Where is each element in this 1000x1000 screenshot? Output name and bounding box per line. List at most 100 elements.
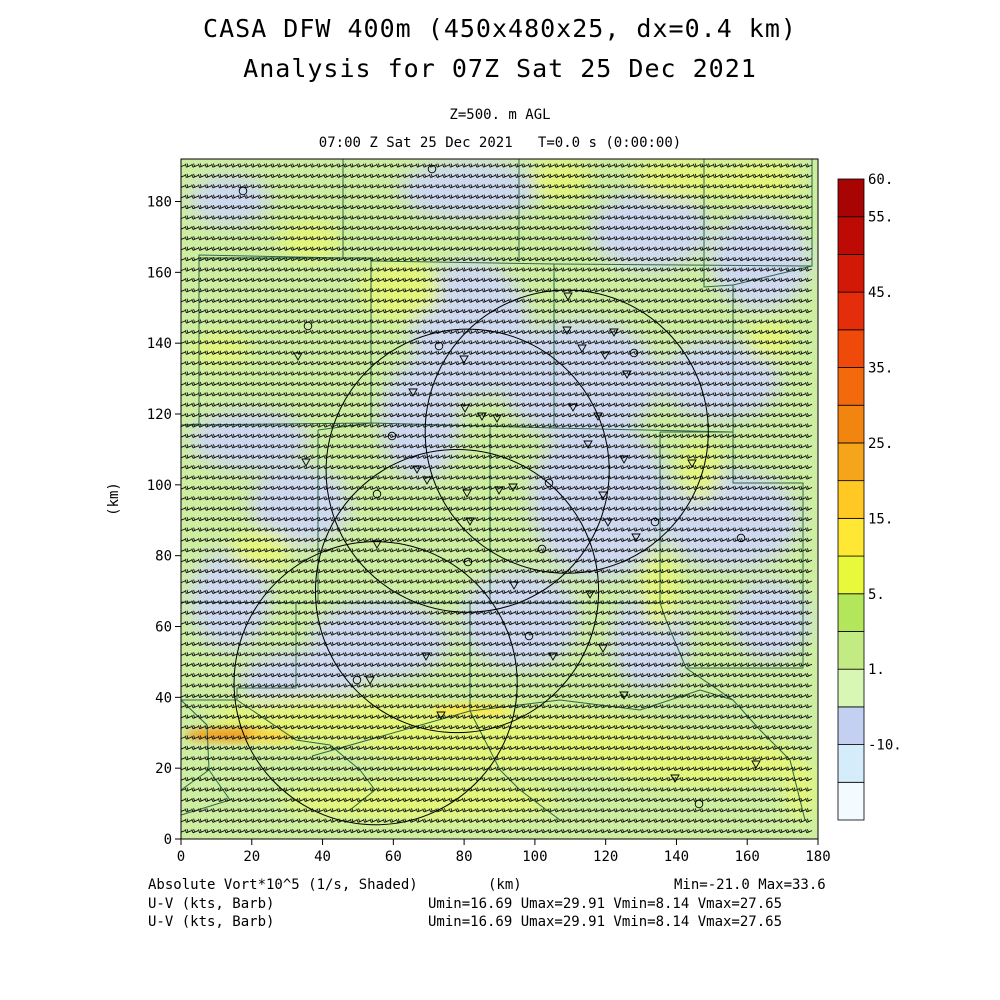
- station-triangle: [492, 414, 502, 423]
- colorbar-label: 1.: [868, 662, 885, 678]
- station-triangle: [462, 489, 472, 498]
- colorbar-segment: [837, 254, 865, 293]
- min-max-label: Min=-21.0 Max=33.6: [674, 877, 826, 893]
- station-circle: [694, 799, 704, 809]
- colorbar-segment: [837, 593, 865, 632]
- y-tick-label: 20: [155, 761, 172, 777]
- station-circle: [427, 164, 437, 174]
- x-tick-label: 80: [456, 849, 473, 865]
- wind-label-1: U-V (kts, Barb): [148, 896, 275, 912]
- station-triangle: [593, 412, 603, 421]
- radar-range-ring: [325, 328, 610, 613]
- station-circle: [238, 186, 248, 196]
- y-tick-label: 80: [155, 549, 172, 565]
- colorbar: 60. 55. 45. 35. 25. 15. 5. 1. -10.: [837, 172, 902, 821]
- wind-label-2: U-V (kts, Barb): [148, 914, 275, 930]
- station-circle: [537, 544, 547, 554]
- station-circle: [736, 533, 746, 543]
- colorbar-label: 60.: [868, 172, 893, 188]
- station-triangle: [548, 652, 558, 661]
- station-triangle: [751, 760, 761, 769]
- station-triangle: [603, 518, 613, 527]
- y-tick-label: 180: [147, 195, 172, 211]
- station-triangle: [422, 476, 432, 485]
- colorbar-segment: [837, 781, 865, 821]
- wind-barbs: [181, 163, 813, 834]
- colorbar-segment: [837, 706, 865, 745]
- station-triangle: [460, 404, 470, 413]
- colorbar-segment: [837, 329, 865, 368]
- station-triangle: [687, 459, 697, 468]
- colorbar-segment: [837, 404, 865, 444]
- station-triangle: [577, 344, 587, 353]
- station-triangle: [421, 652, 431, 661]
- station-triangle: [670, 774, 680, 783]
- colorbar-label: 15.: [868, 511, 893, 527]
- station-triangle: [583, 440, 593, 449]
- station-circle: [629, 348, 639, 358]
- y-axis-label: (km): [106, 482, 122, 516]
- colorbar-label: 55.: [868, 210, 893, 226]
- colorbar-segment: [837, 216, 865, 255]
- title-line-2: Analysis for 07Z Sat 25 Dec 2021: [243, 54, 757, 83]
- x-axis-unit-label: (km): [488, 877, 522, 893]
- x-tick-label: 60: [385, 849, 402, 865]
- colorbar-label: 5.: [868, 587, 885, 603]
- station-triangle: [598, 491, 608, 500]
- plot-frame: [180, 158, 819, 840]
- y-tick-label: 40: [155, 690, 172, 706]
- station-triangle: [631, 533, 641, 542]
- station-triangle: [477, 412, 487, 421]
- radar-range-rings: [233, 289, 709, 826]
- station-triangle: [372, 540, 382, 549]
- time-label: 07:00 Z Sat 25 Dec 2021 T=0.0 s (0:00:00…: [318, 135, 682, 151]
- colorbar-segment: [837, 744, 865, 783]
- radar-range-ring: [314, 449, 600, 734]
- colorbar-segment: [837, 631, 865, 670]
- station-triangle: [622, 370, 632, 379]
- wind-range-2: Umin=16.69 Umax=29.91 Vmin=8.14 Vmax=27.…: [428, 914, 783, 930]
- x-tick-label: 140: [664, 849, 689, 865]
- y-tick-label: 60: [155, 620, 172, 636]
- station-triangle: [508, 483, 518, 492]
- colorbar-label: 35.: [868, 361, 893, 377]
- x-tick-label: 120: [593, 849, 618, 865]
- x-tick-label: 100: [522, 849, 547, 865]
- station-triangle: [408, 388, 418, 397]
- radar-range-ring: [424, 289, 709, 574]
- field-label: Absolute Vort*10^5 (1/s, Shaded): [148, 877, 418, 893]
- station-triangle: [509, 581, 519, 590]
- colorbar-label: -10.: [868, 738, 902, 754]
- y-tick-label: 120: [147, 407, 172, 423]
- wind-range-1: Umin=16.69 Umax=29.91 Vmin=8.14 Vmax=27.…: [428, 896, 783, 912]
- y-tick-label: 160: [147, 265, 172, 281]
- station-triangle: [600, 351, 610, 360]
- colorbar-segment: [837, 555, 865, 595]
- station-circle: [524, 631, 534, 641]
- station-triangle: [293, 352, 303, 361]
- colorbar-label: 45.: [868, 285, 893, 301]
- radar-range-ring: [233, 541, 518, 826]
- level-label: Z=500. m AGL: [449, 107, 551, 123]
- station-circle: [303, 321, 313, 331]
- station-circle: [352, 675, 362, 685]
- station-circle: [387, 431, 397, 441]
- station-triangle: [301, 458, 311, 467]
- station-triangle: [609, 328, 619, 337]
- wind-barb-field: [181, 163, 813, 834]
- station-triangle: [585, 590, 595, 599]
- colorbar-segment: [837, 291, 865, 331]
- station-triangle: [619, 455, 629, 464]
- station-markers: [238, 164, 761, 809]
- station-triangle: [562, 326, 572, 335]
- station-circle: [434, 341, 444, 351]
- colorbar-segment: [837, 668, 865, 708]
- station-triangle: [459, 355, 469, 364]
- station-triangle: [563, 292, 573, 301]
- x-tick-label: 180: [805, 849, 830, 865]
- station-circle: [650, 517, 660, 527]
- x-tick-label: 40: [314, 849, 331, 865]
- station-triangle: [436, 711, 446, 720]
- x-tick-label: 0: [177, 849, 185, 865]
